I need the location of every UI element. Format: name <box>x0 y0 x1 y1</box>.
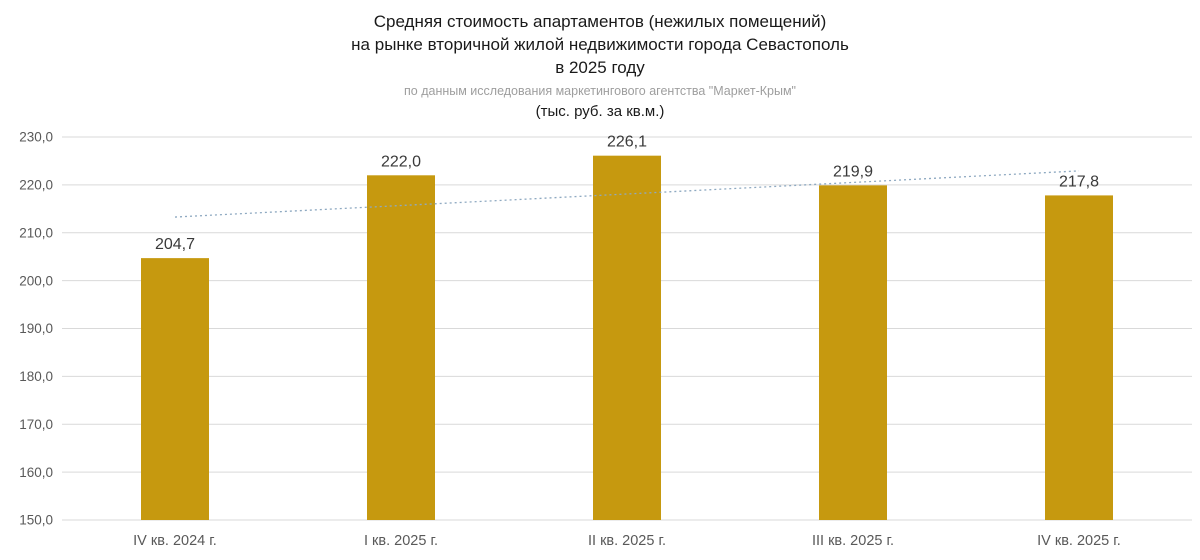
bar <box>593 155 661 520</box>
value-label: 204,7 <box>155 236 195 253</box>
x-tick-label: IV кв. 2024 г. <box>133 533 217 549</box>
y-tick-label: 170,0 <box>19 417 53 432</box>
y-tick-label: 230,0 <box>19 130 53 145</box>
x-tick-label: I кв. 2025 г. <box>364 533 438 549</box>
chart-title-line2: на рынке вторичной жилой недвижимости го… <box>351 35 849 54</box>
y-tick-label: 180,0 <box>19 369 53 384</box>
y-tick-label: 190,0 <box>19 321 53 336</box>
chart-title-line1: Средняя стоимость апартаментов (нежилых … <box>373 12 827 31</box>
chart-units-label: (тыс. руб. за кв.м.) <box>535 103 665 120</box>
value-label: 217,8 <box>1059 173 1099 190</box>
value-label: 219,9 <box>833 163 873 180</box>
y-tick-label: 210,0 <box>19 225 53 240</box>
bar <box>367 175 435 521</box>
bar <box>141 258 209 520</box>
y-tick-label: 160,0 <box>19 465 53 480</box>
y-tick-label: 150,0 <box>19 513 53 528</box>
bar <box>819 185 887 520</box>
value-label: 226,1 <box>607 134 647 151</box>
chart-subtitle: по данным исследования маркетингового аг… <box>404 84 796 98</box>
chart-title-line3: в 2025 году <box>555 58 645 77</box>
x-tick-label: II кв. 2025 г. <box>588 533 666 549</box>
x-tick-label: IV кв. 2025 г. <box>1037 533 1121 549</box>
chart-header: Средняя стоимость апартаментов (нежилых … <box>0 10 1200 121</box>
y-tick-label: 220,0 <box>19 178 53 193</box>
value-label: 222,0 <box>381 153 421 170</box>
y-tick-label: 200,0 <box>19 273 53 288</box>
trendline <box>174 170 1080 218</box>
x-tick-label: III кв. 2025 г. <box>812 533 894 549</box>
bar <box>1045 195 1113 520</box>
